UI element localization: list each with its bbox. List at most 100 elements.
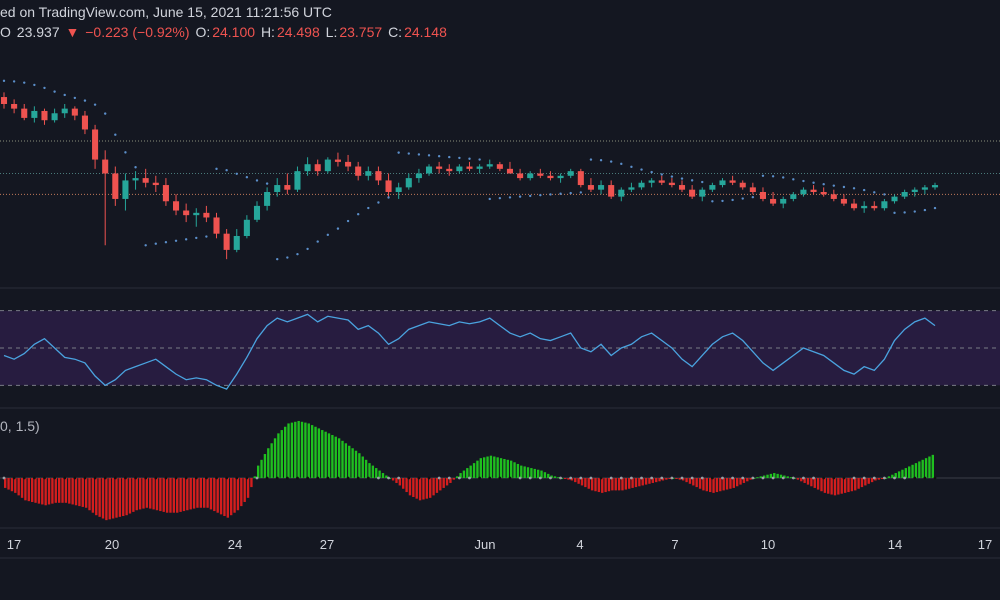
osc-bar [371, 465, 375, 478]
osc-bar [682, 478, 685, 481]
osc-squeeze-dot [336, 476, 340, 480]
osc-squeeze-dot [144, 476, 148, 480]
sar-dot [933, 206, 937, 210]
sar-dot [114, 133, 117, 136]
sar-dot [680, 177, 684, 180]
osc-bar [496, 457, 499, 478]
osc-squeeze-dot [751, 476, 755, 480]
published-line: ed on TradingView.com, June 15, 2021 11:… [0, 4, 332, 20]
osc-squeeze-dot [265, 476, 269, 480]
sar-dot [12, 80, 16, 83]
osc-squeeze-dot [893, 476, 896, 480]
sar-dot [33, 83, 36, 87]
osc-bar [833, 478, 837, 496]
osc-bar [4, 478, 7, 488]
sar-dot [154, 242, 157, 245]
osc-squeeze-dot [721, 476, 724, 480]
sar-dot [731, 198, 734, 202]
osc-bar [115, 478, 118, 518]
osc-bar [803, 478, 806, 483]
candle-body [294, 171, 301, 190]
osc-bar [665, 478, 668, 480]
osc-squeeze-dot [366, 476, 370, 480]
candle-body [729, 180, 736, 183]
osc-bar [874, 478, 877, 481]
osc-bar [135, 478, 138, 511]
osc-bar [152, 478, 155, 510]
sar-dot [660, 173, 663, 176]
osc-bar [304, 422, 307, 478]
osc-bar [7, 478, 10, 490]
osc-bar [908, 466, 911, 478]
osc-squeeze-dot [225, 476, 229, 480]
x-tick-label: 24 [228, 537, 242, 552]
sar-dot [650, 170, 653, 174]
candle-body [567, 171, 574, 176]
sar-dot [771, 175, 775, 178]
candle-body [861, 205, 868, 209]
osc-squeeze-dot [883, 476, 886, 480]
candle-body [719, 180, 726, 186]
candle-body [425, 166, 433, 174]
osc-bar [51, 478, 54, 504]
osc-bar [813, 478, 816, 488]
osc-bar [688, 478, 692, 484]
osc-bar [577, 478, 580, 484]
osc-squeeze-dot [154, 476, 158, 480]
osc-bar [277, 433, 280, 478]
osc-squeeze-dot [285, 476, 289, 480]
sar-dot [286, 256, 289, 259]
osc-squeeze-dot [872, 476, 876, 480]
osc-squeeze-dot [377, 476, 380, 480]
osc-bar [742, 478, 746, 483]
osc-bar [287, 423, 290, 478]
osc-squeeze-dot [457, 476, 461, 480]
candle-body [587, 185, 594, 190]
osc-bar [381, 473, 385, 478]
candle-body [810, 189, 817, 192]
high-label: H: [260, 24, 275, 40]
osc-bar [749, 478, 752, 480]
candle-body [203, 212, 210, 218]
sar-dot [549, 193, 552, 196]
osc-squeeze-dot [933, 476, 937, 480]
osc-squeeze-dot [650, 476, 654, 480]
osc-squeeze-dot [356, 476, 360, 480]
osc-bar [536, 469, 540, 478]
sar-dot [883, 193, 886, 196]
candle-body [709, 185, 716, 190]
osc-bar [294, 421, 297, 478]
sar-dot [852, 187, 856, 190]
osc-bar [402, 478, 405, 489]
candle-body [92, 129, 99, 160]
candle-body [274, 185, 281, 192]
osc-squeeze-dot [22, 476, 26, 480]
osc-bar [607, 478, 611, 492]
osc-bar [337, 438, 341, 478]
osc-bar [621, 478, 624, 491]
osc-bar [122, 478, 125, 517]
osc-bar [348, 445, 351, 478]
x-tick-label: 4 [576, 537, 583, 552]
osc-bar [172, 478, 176, 513]
candle-body [61, 108, 68, 114]
osc-bar [557, 477, 560, 479]
candle-body [830, 194, 837, 199]
x-tick-label: 7 [671, 537, 678, 552]
osc-bar [74, 478, 78, 506]
osc-bar [746, 478, 749, 482]
candle-body [446, 168, 453, 172]
osc-bar [543, 472, 547, 478]
osc-bar [705, 478, 708, 492]
open-prefix: O [0, 24, 11, 40]
osc-bar [806, 478, 810, 485]
osc-bar [587, 478, 590, 489]
osc-bar [860, 478, 864, 488]
osc-bar [493, 456, 496, 478]
osc-squeeze-dot [53, 476, 56, 480]
osc-bar [452, 478, 456, 480]
sar-dot [478, 158, 481, 161]
osc-squeeze-dot [2, 476, 6, 480]
candle-body [699, 189, 706, 197]
